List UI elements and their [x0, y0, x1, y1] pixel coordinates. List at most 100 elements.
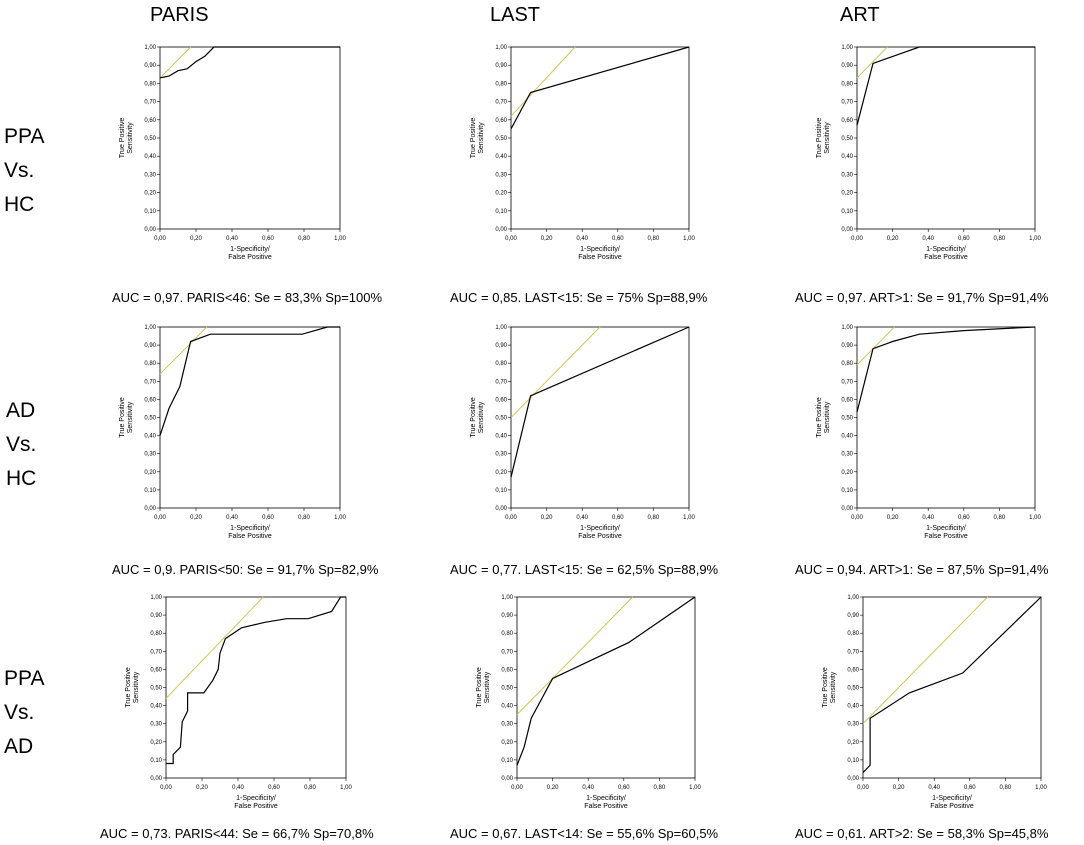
y-axis-label: True Positive — [470, 118, 477, 159]
roc-curve — [516, 596, 696, 766]
auc-caption: AUC = 0,97. PARIS<46: Se = 83,3% Sp=100% — [112, 290, 383, 305]
auc-caption: AUC = 0,73. PARIS<44: Se = 66,7% Sp=70,8… — [100, 826, 374, 841]
y-tick-label: 0,60 — [841, 397, 853, 403]
tangent-line — [159, 326, 208, 375]
y-axis-label: True Positive — [476, 667, 483, 708]
x-tick-label: 0,80 — [648, 236, 660, 242]
y-tick-label: 0,90 — [841, 63, 853, 69]
y-tick-label: 0,50 — [841, 416, 853, 422]
y-tick-label: 1,00 — [501, 595, 513, 601]
plot-frame — [516, 596, 696, 779]
y-tick-label: 0,60 — [841, 118, 853, 124]
y-axis-label: True Positive — [822, 667, 829, 708]
tangent-line — [159, 46, 191, 79]
y-tick-label: 0,00 — [501, 776, 513, 782]
y-axis-label: Sensitivity — [478, 122, 485, 154]
x-tick-label: 0,40 — [922, 236, 934, 242]
y-tick-label: 0,50 — [501, 686, 513, 692]
plot-frame — [165, 596, 347, 779]
column-title-last: LAST — [490, 4, 541, 26]
y-tick-label: 1,00 — [847, 595, 859, 601]
y-tick-label: 1,00 — [144, 45, 156, 51]
y-axis-label: Sensitivity — [484, 671, 491, 703]
x-tick-label: 1,00 — [340, 785, 352, 791]
x-tick-label: 0,80 — [298, 515, 310, 521]
y-tick-label: 0,00 — [847, 776, 859, 782]
y-axis-label: True Positive — [119, 397, 126, 438]
column-title-art: ART — [840, 4, 880, 26]
y-tick-label: 0,90 — [144, 63, 156, 69]
y-tick-label: 0,50 — [144, 416, 156, 422]
auc-caption: AUC = 0,67. LAST<14: Se = 55,6% Sp=60,5% — [450, 826, 719, 841]
x-tick-label: 0,80 — [994, 515, 1006, 521]
y-tick-label: 0,80 — [495, 361, 507, 367]
y-tick-label: 0,00 — [495, 506, 507, 512]
tangent-line — [165, 596, 264, 699]
x-tick-label: 0,00 — [154, 515, 166, 521]
x-tick-label: 0,60 — [262, 236, 274, 242]
x-tick-label: 0,00 — [851, 515, 863, 521]
y-tick-label: 0,50 — [847, 686, 859, 692]
y-tick-label: 0,60 — [501, 667, 513, 673]
x-tick-label: 0,20 — [541, 515, 553, 521]
y-tick-label: 0,30 — [495, 172, 507, 178]
y-tick-label: 0,20 — [841, 470, 853, 476]
x-tick-label: 0,20 — [893, 785, 905, 791]
x-tick-label: 1,00 — [1035, 785, 1047, 791]
row-label-line: PPA — [4, 125, 45, 148]
y-tick-label: 0,10 — [150, 758, 162, 764]
y-tick-label: 0,70 — [495, 379, 507, 385]
y-tick-label: 0,80 — [841, 361, 853, 367]
y-tick-label: 0,80 — [495, 81, 507, 87]
roc-curve — [856, 326, 1036, 413]
row-label-ad-vs-hc: AD Vs. HC — [6, 394, 66, 496]
y-tick-label: 0,00 — [841, 227, 853, 233]
y-tick-label: 0,80 — [501, 631, 513, 637]
y-axis-label: Sensitivity — [127, 401, 134, 433]
column-title-paris: PARIS — [150, 4, 209, 26]
roc-curve — [510, 326, 690, 478]
y-tick-label: 0,40 — [495, 154, 507, 160]
tangent-line — [856, 46, 888, 79]
y-tick-label: 0,40 — [847, 704, 859, 710]
roc-curve — [159, 46, 340, 79]
plot-frame — [159, 46, 341, 230]
x-axis-label: 1-Specificity/ — [586, 795, 626, 802]
x-tick-label: 0,60 — [612, 236, 624, 242]
x-tick-label: 0,00 — [857, 785, 869, 791]
x-axis-label: False Positive — [578, 533, 622, 540]
plot-frame — [510, 46, 690, 230]
x-tick-label: 1,00 — [334, 515, 346, 521]
x-tick-label: 1,00 — [683, 236, 695, 242]
y-tick-label: 0,10 — [841, 488, 853, 494]
auc-caption: AUC = 0,85. LAST<15: Se = 75% Sp=88,9% — [450, 290, 708, 305]
y-tick-label: 0,10 — [847, 758, 859, 764]
y-tick-label: 0,80 — [144, 81, 156, 87]
x-tick-label: 0,60 — [958, 515, 970, 521]
y-tick-label: 0,30 — [144, 172, 156, 178]
y-tick-label: 0,20 — [841, 191, 853, 197]
x-tick-label: 0,80 — [994, 236, 1006, 242]
y-tick-label: 0,90 — [495, 63, 507, 69]
y-tick-label: 0,10 — [495, 488, 507, 494]
x-tick-label: 0,20 — [190, 515, 202, 521]
x-tick-label: 1,00 — [1029, 515, 1041, 521]
y-axis-label: True Positive — [816, 118, 823, 159]
x-axis-label: 1-Specificity/ — [230, 246, 270, 253]
roc-curve — [862, 596, 1042, 774]
auc-caption: AUC = 0,61. ART>2: Se = 58,3% Sp=45,8% — [795, 826, 1049, 841]
x-tick-label: 0,80 — [654, 785, 666, 791]
roc-curve — [159, 326, 340, 436]
roc-curve — [856, 46, 1035, 126]
x-tick-label: 0,00 — [505, 515, 517, 521]
plot-frame — [862, 596, 1042, 779]
row-label-line: AD — [6, 399, 36, 422]
y-tick-label: 0,70 — [144, 379, 156, 385]
y-tick-label: 0,70 — [841, 100, 853, 106]
x-tick-label: 0,80 — [648, 515, 660, 521]
x-axis-label: 1-Specificity/ — [230, 525, 270, 532]
